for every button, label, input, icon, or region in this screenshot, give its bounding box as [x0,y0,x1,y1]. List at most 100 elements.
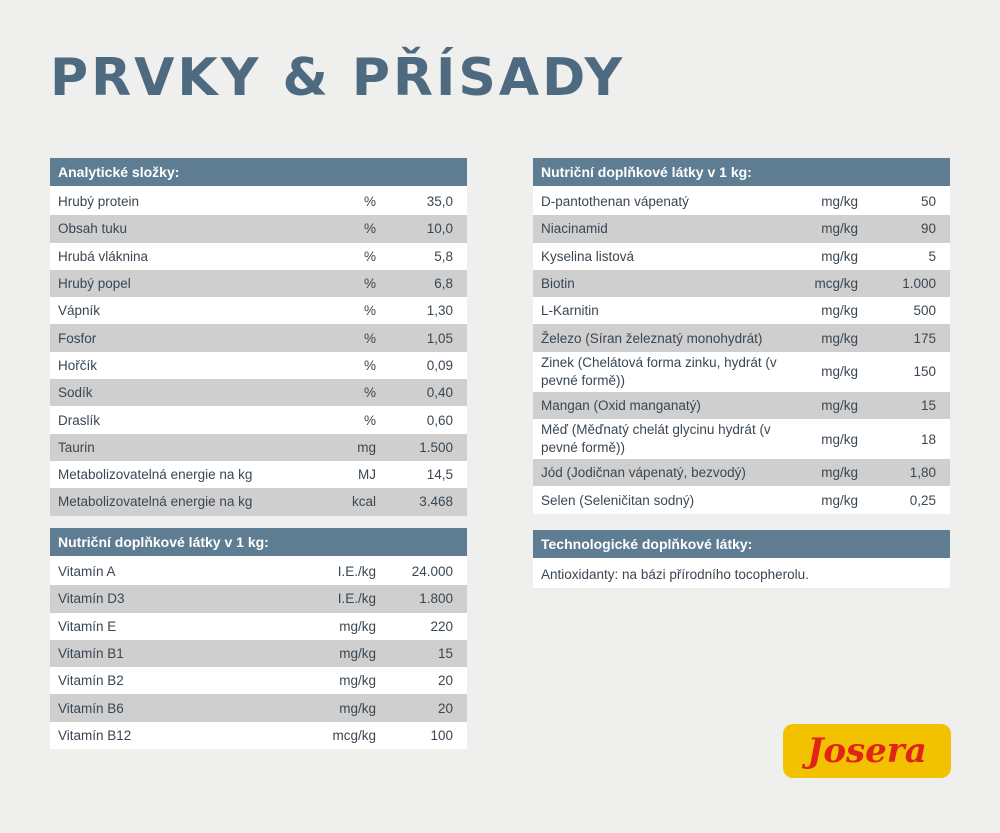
row-unit: I.E./kg [298,557,384,586]
row-name: Vitamín D3 [50,585,298,613]
row-value: 0,25 [866,486,950,514]
table-row: Hrubý protein% 35,0 [50,187,467,216]
row-unit: % [321,269,384,298]
row-unit: kcal [321,488,384,516]
row-value: 500 [866,297,950,325]
table-row: Metabolizovatelná energie na kg MJ 14,5 [50,460,467,489]
row-value: 1.800 [384,585,467,613]
row-value: 1,80 [866,459,950,487]
row-name: Vápník [50,297,321,325]
table-row: Taurin mg 1.500 [50,433,467,461]
table-row: Niacinamid mg/kg 90 [533,215,950,243]
row-value: 10,0 [384,215,467,243]
table-row: Selen (Seleničitan sodný) mg/kg 0,25 [533,486,950,514]
row-value: 100 [384,721,467,750]
row-name: Mangan (Oxid manganatý) [533,391,793,420]
table-row: Kyselina listová mg/kg 5 [533,242,950,270]
row-unit: MJ [321,460,384,489]
row-value: 6,8 [384,269,467,298]
row-name: Kyselina listová [533,242,793,270]
row-unit: mg/kg [793,324,866,352]
row-value: 90 [866,215,950,243]
row-unit: mg/kg [298,667,384,695]
row-name: Draslík [50,406,321,434]
page-title: PRVKY & PŘÍSADY [50,48,626,108]
table-row: Měď (Měďnatý chelát glycinu hydrát (v pe… [533,419,950,460]
table-row: Vitamín B2 mg/kg 20 [50,667,467,695]
row-unit: % [321,351,384,380]
row-unit: mg/kg [793,242,866,270]
row-name: Měď (Měďnatý chelát glycinu hydrát (v pe… [533,419,793,460]
row-value: 18 [866,419,950,460]
row-unit: % [321,324,384,352]
technological-additives-table: Technologické doplňkové látky: Antioxida… [533,530,950,588]
row-name: Zinek (Chelátová forma zinku, hydrát (v … [533,351,793,392]
row-name: Sodík [50,379,321,407]
row-unit: % [321,379,384,407]
row-value: 150 [866,351,950,392]
row-value: 24.000 [384,557,467,586]
analytic-components-table: Analytické složky: Hrubý protein% 35,0 Obs… [50,158,467,516]
row-unit: mg/kg [793,297,866,325]
row-name: Fosfor [50,324,321,352]
row-value: 0,09 [384,351,467,380]
vitamins-header: Nutriční doplňkové látky v 1 kg: [50,528,467,558]
row-value: 220 [384,612,467,640]
row-unit: % [321,406,384,434]
nutritional-additives-table: Nutriční doplňkové látky v 1 kg: D-panto… [533,158,950,514]
table-row: Metabolizovatelná energie na kg kcal 3.468 [50,488,467,516]
row-value: 20 [384,667,467,695]
row-name: Metabolizovatelná energie na kg [50,488,321,516]
row-unit: mg/kg [298,694,384,722]
row-name: Jód (Jodičnan vápenatý, bezvodý) [533,459,793,487]
row-value: 0,40 [384,379,467,407]
table-row: Vitamín B6 mg/kg 20 [50,694,467,722]
row-unit: mg/kg [793,486,866,514]
row-value: 1,30 [384,297,467,325]
row-name: Biotin [533,269,793,298]
row-value: 1,05 [384,324,467,352]
analytic-components-header: Analytické složky: [50,158,467,188]
table-row: Vitamín B1 mg/kg 15 [50,639,467,668]
row-name: Vitamín A [50,557,298,586]
row-name: Metabolizovatelná energie na kg [50,460,321,489]
table-row: Biotin mcg/kg 1.000 [533,269,950,298]
table-row: Vitamín B12 mcg/kg 100 [50,721,467,750]
row-value: 5,8 [384,242,467,270]
table-row: L-Karnitin mg/kg 500 [533,297,950,325]
row-unit: mg/kg [793,215,866,243]
row-name: Železo (Síran železnatý monohydrát) [533,324,793,352]
table-row: Obsah tuku% 10,0 [50,215,467,243]
row-value: 20 [384,694,467,722]
table-row: Hořčík% 0,09 [50,351,467,380]
row-unit: mcg/kg [298,721,384,750]
row-name: Selen (Seleničitan sodný) [533,486,793,514]
table-row: Železo (Síran železnatý monohydrát) mg/kg… [533,324,950,352]
row-value: 0,60 [384,406,467,434]
table-row: Sodík% 0,40 [50,379,467,407]
row-unit: % [321,187,384,216]
table-row: Hrubý popel% 6,8 [50,269,467,298]
row-value: 50 [866,187,950,216]
row-value: 1.000 [866,269,950,298]
row-value: 14,5 [384,460,467,489]
vitamins-table: Nutriční doplňkové látky v 1 kg: Vitamín… [50,528,467,750]
row-name: Hrubý protein [50,187,321,216]
row-value: 15 [866,391,950,420]
technological-additives-header: Technologické doplňkové látky: [533,530,950,560]
row-name: Vitamín B12 [50,721,298,750]
row-value: 1.500 [384,433,467,461]
row-value: 15 [384,639,467,668]
row-unit: mg/kg [298,639,384,668]
nutritional-additives-header: Nutriční doplňkové látky v 1 kg: [533,158,950,188]
row-name: Obsah tuku [50,215,321,243]
row-name: Vitamín B1 [50,639,298,668]
logo-text: Josera [807,731,927,771]
row-unit: mg/kg [793,391,866,420]
row-value: 35,0 [384,187,467,216]
table-row: Vápník% 1,30 [50,297,467,325]
row-unit: mg/kg [793,459,866,487]
row-unit: mg [321,433,384,461]
row-unit: % [321,215,384,243]
